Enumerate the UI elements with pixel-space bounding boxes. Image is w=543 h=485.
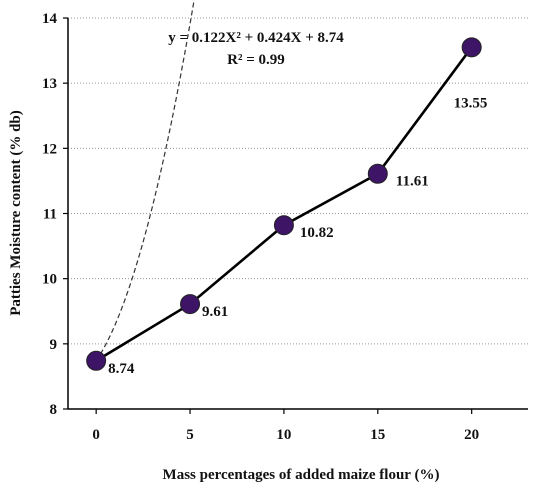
y-tick-label-2: 10 [42,272,57,288]
data-label-2: 10.82 [300,225,334,241]
ticks: 8 9 10 11 12 13 14 0 5 10 15 20 [42,11,479,443]
x-axis-title: Mass percentages of added maize flour (%… [163,467,440,483]
y-tick-label-6: 14 [42,11,58,27]
data-point-0 [86,350,107,371]
data-label-1: 9.61 [202,304,228,320]
y-tick-label-4: 12 [42,141,57,157]
data-markers [86,37,482,371]
data-point-2 [273,215,294,236]
data-label-3: 11.61 [396,174,429,190]
data-label-4: 13.55 [454,95,488,111]
series-line [95,46,473,362]
y-tick-label-3: 11 [43,207,57,223]
x-tick-label-0: 0 [92,427,100,443]
y-tick-label-1: 9 [50,337,58,353]
x-tick-label-3: 15 [370,427,385,443]
y-tick-label-0: 8 [50,402,58,418]
grid-lines [68,17,528,345]
r-squared: R² = 0.99 [227,52,285,68]
data-point-4 [461,37,482,58]
x-tick-label-1: 5 [186,427,194,443]
data-labels: 8.74 9.61 10.82 11.61 13.55 [108,95,487,376]
trend-equation: y = 0.122X² + 0.424X + 8.74 [168,30,344,46]
series-path-0 [95,46,473,362]
y-axis-title: Patties Moisture content (% db) [8,110,24,316]
x-tick-label-4: 20 [464,427,479,443]
y-tick-label-5: 13 [42,76,57,92]
data-point-1 [180,294,201,315]
x-tick-label-2: 10 [276,427,291,443]
data-point-3 [367,163,388,184]
data-label-0: 8.74 [108,361,135,377]
